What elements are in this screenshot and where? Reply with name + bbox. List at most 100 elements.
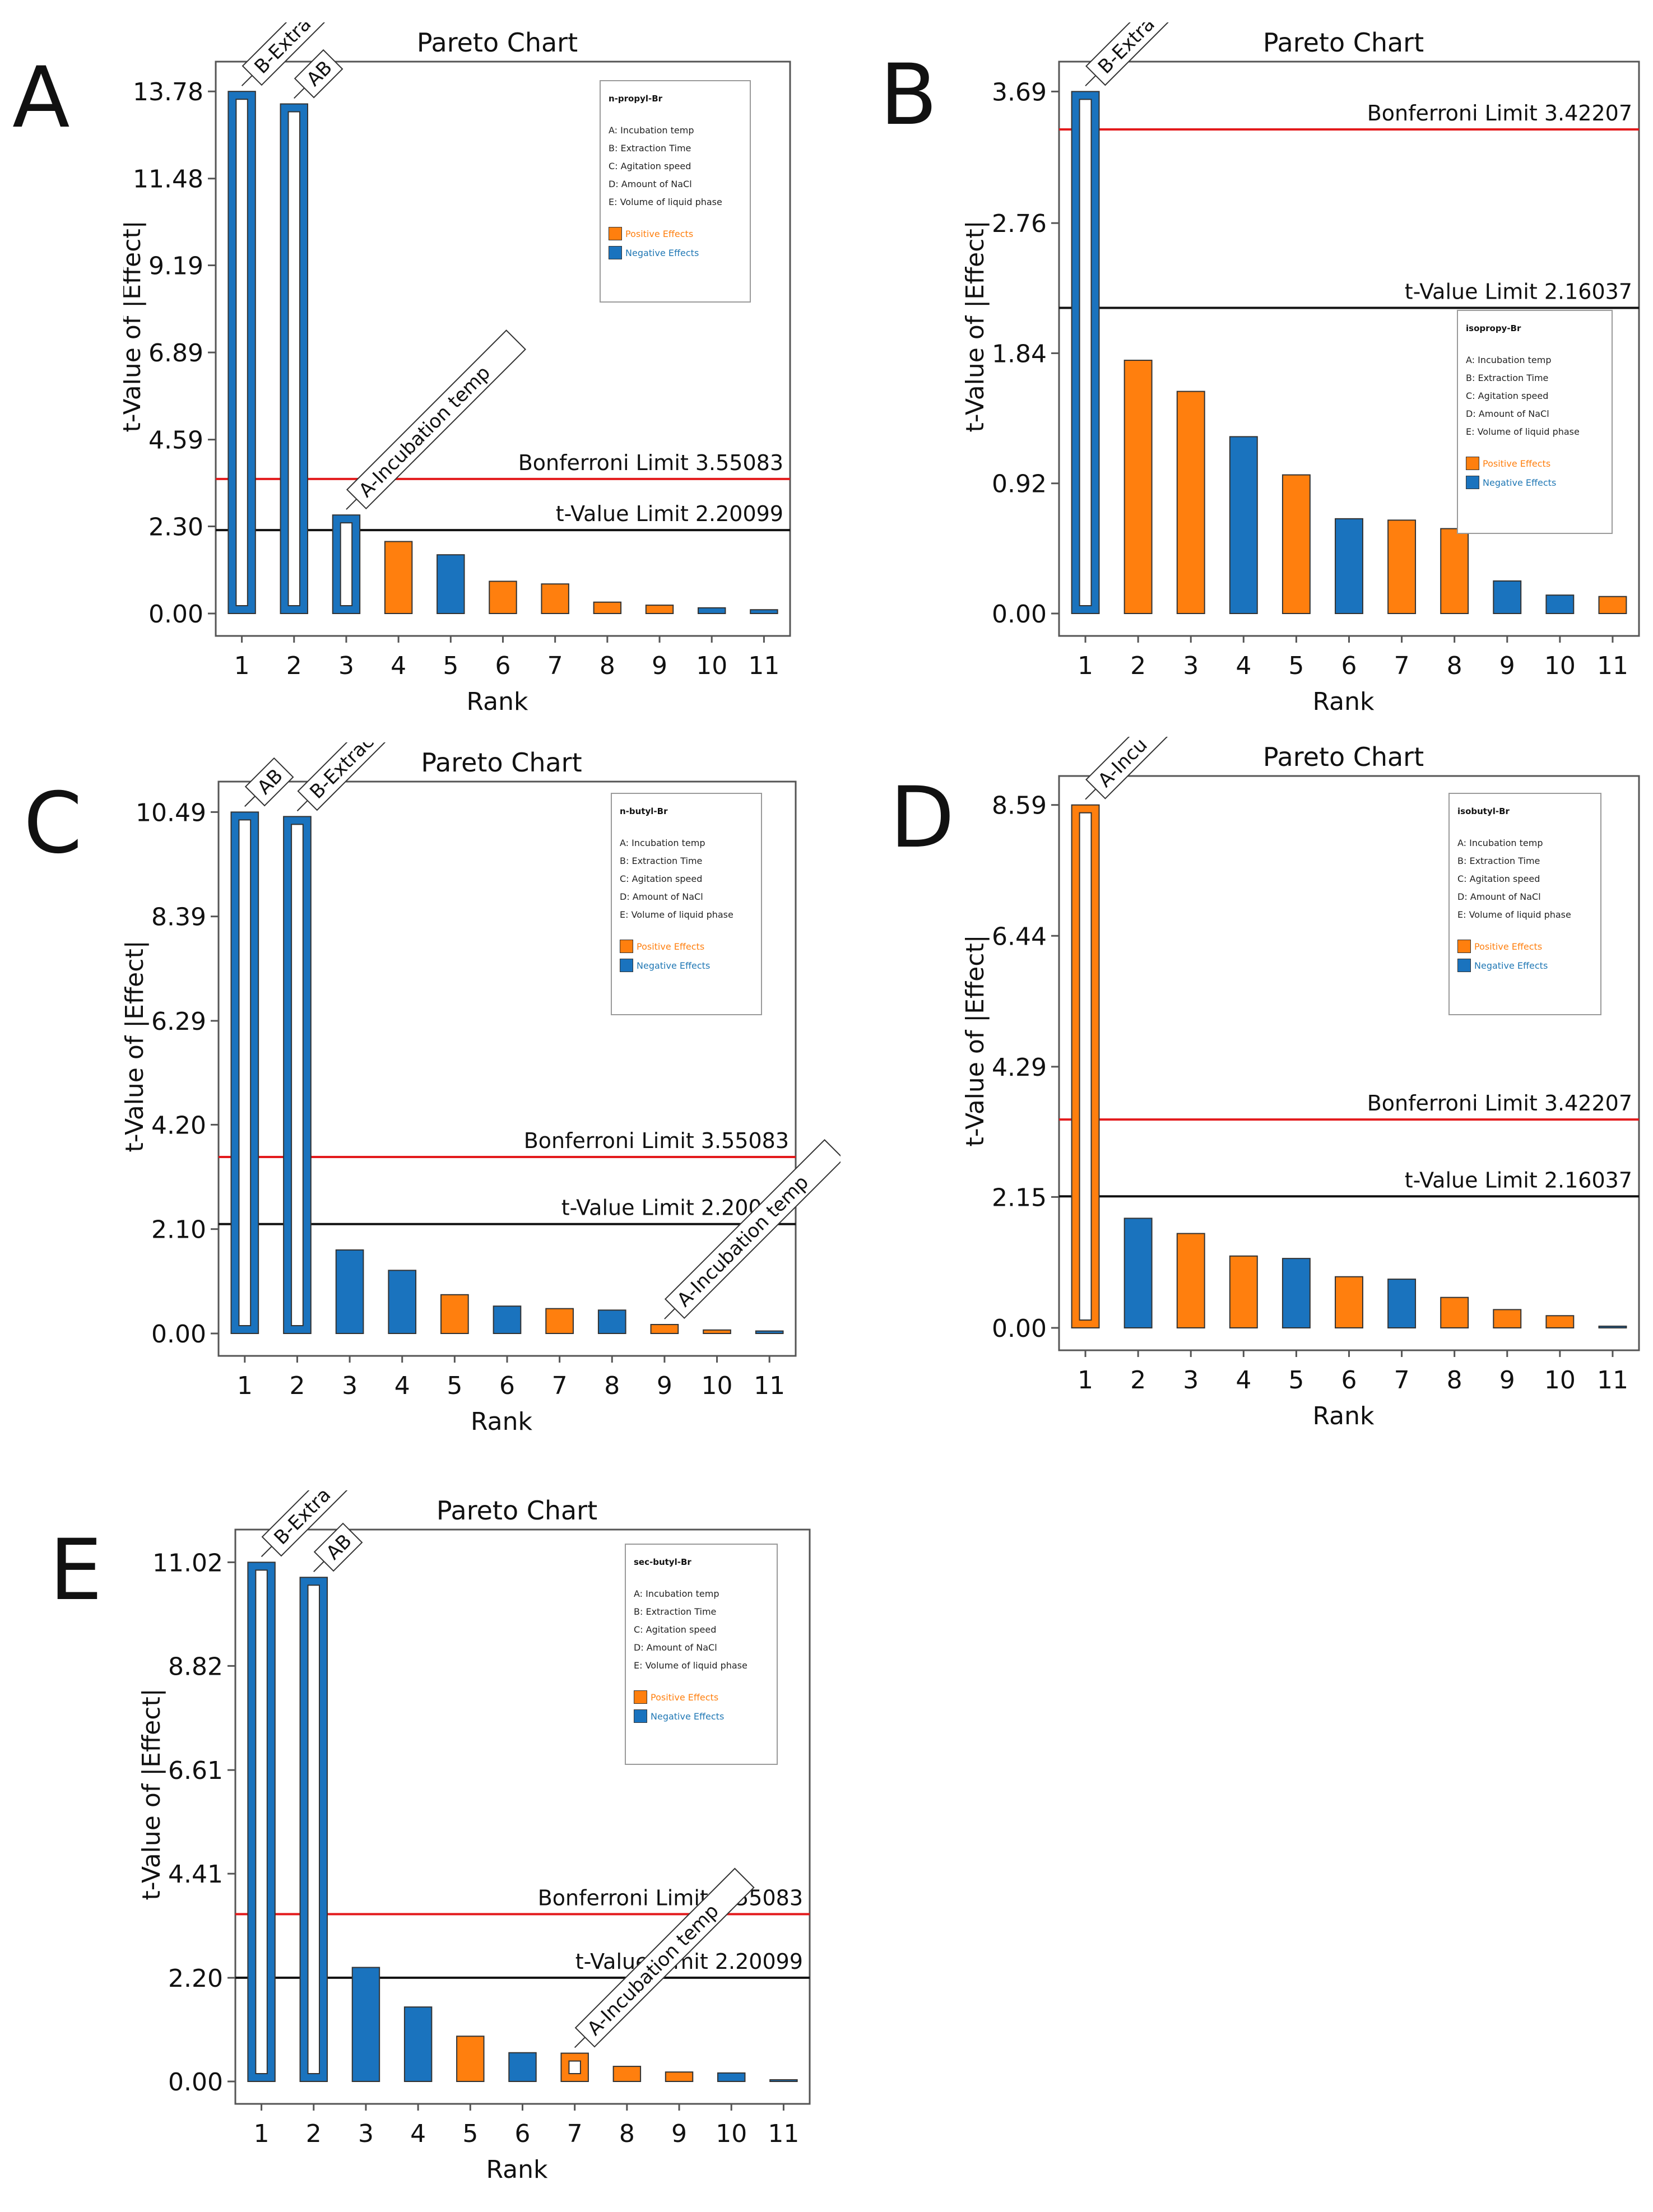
- y-tick-label: 6.29: [151, 1007, 206, 1036]
- y-tick-label: 10.49: [136, 798, 206, 827]
- bar: [541, 583, 569, 614]
- bar-highlight: [238, 819, 252, 1326]
- x-tick-label: 7: [547, 652, 563, 680]
- bar: [403, 2006, 433, 2082]
- bar: [698, 607, 726, 615]
- legend-factor-d: D: Amount of NaCl: [609, 179, 692, 189]
- x-axis-label: Rank: [1313, 1402, 1375, 1430]
- legend-positive-label: Positive Effects: [1483, 458, 1551, 469]
- y-tick-label: 2.10: [151, 1216, 206, 1244]
- legend-negative-swatch: [609, 246, 622, 259]
- y-tick-label: 4.41: [168, 1860, 223, 1889]
- x-tick-label: 6: [1341, 652, 1357, 680]
- chart-title: Pareto Chart: [417, 27, 578, 58]
- x-axis-label: Rank: [486, 2155, 548, 2184]
- bar-label-leader: [296, 800, 308, 812]
- bar-label-box: [1085, 737, 1169, 800]
- bar: [593, 601, 622, 614]
- pareto-chart-e: Pareto Chart 0.00 2.20 4.41 6.61 8.82 11.02 t-V…: [137, 1490, 811, 2184]
- bar-label-tag: AB: [294, 49, 343, 99]
- bar-highlight: [307, 1584, 320, 2074]
- bar: [755, 1330, 784, 1334]
- bar: [1545, 594, 1575, 615]
- bar: [456, 2036, 485, 2083]
- x-tick-label: 8: [604, 1372, 620, 1400]
- bar-highlight: [1079, 99, 1092, 607]
- bar-highlight: [291, 824, 304, 1327]
- bar-highlight: [568, 2060, 581, 2075]
- legend-a: n-propyl-Br A: Incubation temp B: Extrac…: [600, 80, 751, 303]
- bar-label-leader: [1085, 75, 1097, 87]
- x-tick-label: 4: [391, 652, 406, 680]
- bar-label-leader: [664, 1308, 676, 1319]
- bar-label-tag: AB: [244, 757, 294, 807]
- bar: [1440, 1296, 1469, 1328]
- bar: [1440, 528, 1469, 615]
- bonferroni-limit-label: Bonferroni Limit 3.42207: [1367, 101, 1632, 126]
- panel-letter-d: D: [890, 769, 955, 867]
- bar-label-box: [261, 1490, 355, 1557]
- x-tick-label: 9: [671, 2120, 687, 2148]
- x-tick-label: 10: [1544, 1366, 1576, 1395]
- x-tick-label: 2: [306, 2120, 322, 2148]
- x-tick-label: 5: [443, 652, 458, 680]
- y-axis-label: t-Value of |Effect|: [123, 940, 149, 1152]
- x-tick-label: 10: [1544, 652, 1576, 680]
- y-tick-label: 11.02: [152, 1549, 223, 1577]
- x-tick-label: 6: [515, 2120, 531, 2148]
- y-axis-label: t-Value of |Effect|: [123, 220, 146, 432]
- legend-negative-label: Negative Effects: [1474, 960, 1548, 971]
- bar-label-leader: [244, 796, 256, 807]
- legend-title: sec-butyl-Br: [634, 1557, 691, 1567]
- legend-factor-a: A: Incubation temp: [1457, 838, 1543, 848]
- legend-title: n-butyl-Br: [620, 806, 668, 816]
- bonferroni-limit-label: Bonferroni Limit 3.55083: [538, 1885, 803, 1910]
- legend-factor-e: E: Volume of liquid phase: [634, 1660, 747, 1671]
- bar: [384, 541, 413, 614]
- y-tick-label: 8.82: [168, 1652, 223, 1681]
- legend-factor-c: C: Agitation speed: [1457, 873, 1540, 884]
- x-tick-label: 4: [1236, 1366, 1251, 1395]
- legend-negative-label: Negative Effects: [637, 960, 711, 971]
- bar: [335, 1249, 364, 1335]
- bar: [750, 609, 778, 615]
- bar-label-leader: [313, 1561, 324, 1572]
- y-axis-label: t-Value of |Effect|: [137, 1688, 166, 1900]
- bar: [645, 605, 674, 614]
- bar: [1176, 1233, 1205, 1329]
- bar: [650, 1324, 679, 1335]
- x-tick-label: 5: [447, 1372, 462, 1400]
- y-tick-label: 4.59: [148, 426, 203, 455]
- x-tick-label: 8: [619, 2120, 635, 2148]
- bar: [388, 1270, 417, 1334]
- bar-label-text: A-Incubation temp: [673, 1171, 813, 1311]
- legend-factor-c: C: Agitation speed: [609, 161, 691, 171]
- y-tick-label: 6.89: [148, 339, 203, 368]
- y-tick-label: 2.76: [992, 210, 1047, 238]
- legend-factor-d: D: Amount of NaCl: [620, 891, 703, 902]
- bar: [1598, 1326, 1627, 1328]
- y-tick-label: 8.59: [992, 792, 1047, 820]
- x-tick-label: 2: [1130, 652, 1146, 680]
- legend-factor-b: B: Extraction Time: [620, 856, 703, 866]
- y-tick-label: 13.78: [133, 78, 203, 106]
- legend-title: isopropy-Br: [1466, 323, 1521, 333]
- x-tick-label: 1: [1078, 1366, 1093, 1395]
- bar: [1493, 1309, 1522, 1328]
- x-tick-label: 4: [1236, 652, 1251, 680]
- bar-highlight: [235, 99, 248, 606]
- legend-factor-b: B: Extraction Time: [1466, 373, 1549, 383]
- y-tick-label: 2.30: [148, 513, 203, 541]
- bar-highlight: [287, 111, 300, 607]
- x-tick-label: 1: [1078, 652, 1093, 680]
- bonferroni-limit-label: Bonferroni Limit 3.42207: [1367, 1091, 1632, 1116]
- bar: [612, 2066, 642, 2082]
- legend-positive-label: Positive Effects: [625, 228, 694, 239]
- y-tick-label: 6.61: [168, 1756, 223, 1785]
- t-value-limit-label: t-Value Limit 2.16037: [1405, 280, 1632, 304]
- x-tick-label: 8: [1447, 652, 1462, 680]
- legend-factor-b: B: Extraction Time: [609, 143, 691, 154]
- legend-factor-c: C: Agitation speed: [634, 1624, 717, 1635]
- bar: [440, 1294, 469, 1334]
- bar-label-box: [244, 757, 294, 807]
